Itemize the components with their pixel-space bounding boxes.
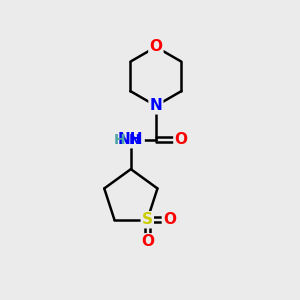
Text: N: N — [149, 98, 162, 113]
Text: O: O — [149, 39, 162, 54]
Text: N: N — [129, 133, 140, 147]
Text: NH: NH — [118, 132, 144, 147]
Text: O: O — [174, 132, 188, 147]
Text: H: H — [114, 133, 125, 147]
Text: S: S — [142, 212, 153, 227]
Text: O: O — [141, 234, 154, 249]
Text: O: O — [163, 212, 176, 227]
